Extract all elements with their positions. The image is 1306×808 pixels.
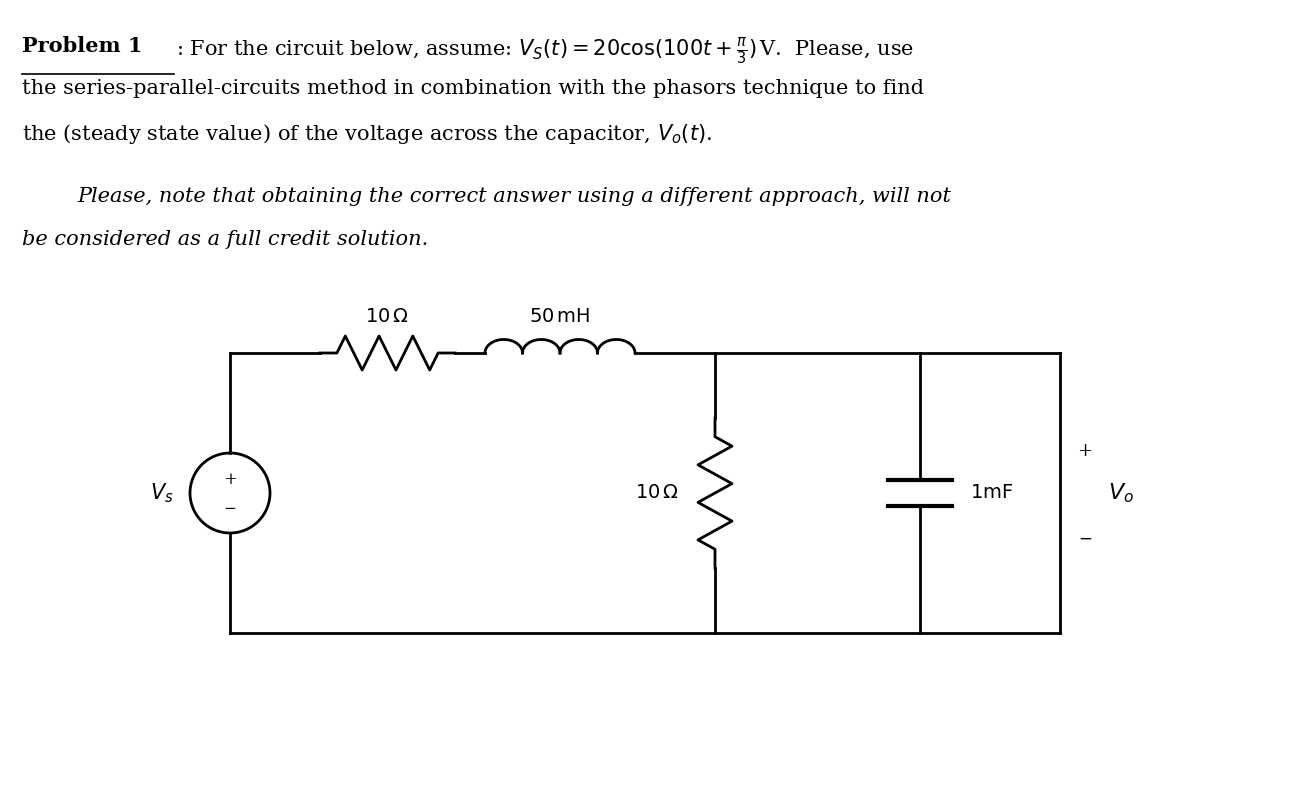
Text: $10\,\Omega$: $10\,\Omega$ xyxy=(366,308,410,326)
Text: : For the circuit below, assume: $V_S(t) = 20\cos(100t + \frac{\pi}{3})\,$V.  Pl: : For the circuit below, assume: $V_S(t)… xyxy=(176,36,914,67)
Text: $-$: $-$ xyxy=(223,500,236,514)
Text: $V_s$: $V_s$ xyxy=(150,482,174,505)
Text: +: + xyxy=(223,472,236,489)
Text: $10\,\Omega$: $10\,\Omega$ xyxy=(635,484,679,502)
Text: the series-parallel-circuits method in combination with the phasors technique to: the series-parallel-circuits method in c… xyxy=(22,79,925,98)
Text: $50\,\mathrm{mH}$: $50\,\mathrm{mH}$ xyxy=(529,308,590,326)
Text: Problem 1: Problem 1 xyxy=(22,36,142,56)
Text: be considered as a full credit solution.: be considered as a full credit solution. xyxy=(22,230,428,249)
Text: $V_o$: $V_o$ xyxy=(1107,482,1134,505)
Text: the (steady state value) of the voltage across the capacitor, $V_o(t)$.: the (steady state value) of the voltage … xyxy=(22,122,712,146)
Text: +: + xyxy=(1077,442,1093,460)
Text: $-$: $-$ xyxy=(1077,529,1092,546)
Text: $1\mathrm{mF}$: $1\mathrm{mF}$ xyxy=(970,484,1013,502)
Text: Please, note that obtaining the correct answer using a different approach, will : Please, note that obtaining the correct … xyxy=(77,187,951,206)
